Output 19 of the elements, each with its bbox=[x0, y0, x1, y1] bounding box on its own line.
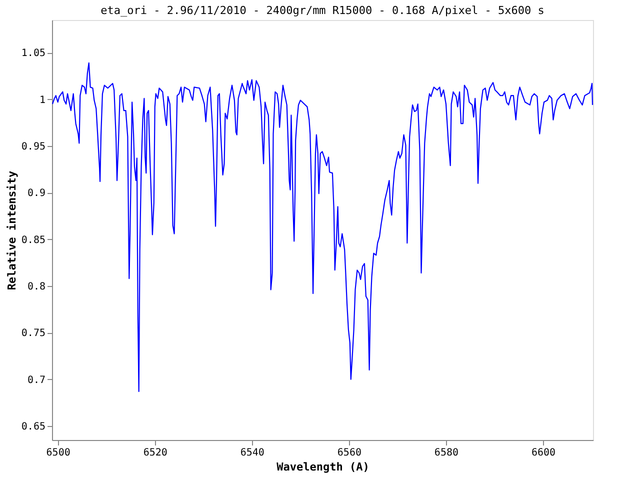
y-tick-label: 0.9 bbox=[27, 188, 46, 200]
x-axis-title: Wavelength (A) bbox=[276, 460, 370, 474]
y-tick-label: 1 bbox=[39, 94, 46, 106]
y-tick-label: 0.85 bbox=[21, 234, 46, 246]
y-tick-label: 0.65 bbox=[21, 422, 46, 432]
y-tick-label: 0.75 bbox=[21, 328, 46, 340]
line-series bbox=[52, 62, 594, 392]
y-axis-title: Relative intensity bbox=[5, 170, 18, 290]
x-tick-label: 6600 bbox=[531, 448, 556, 458]
x-tick-label: 6580 bbox=[434, 448, 459, 458]
y-tick-label: 0.95 bbox=[21, 142, 46, 152]
x-tick-label: 6520 bbox=[143, 448, 168, 458]
y-tick-label: 1.05 bbox=[21, 48, 46, 60]
x-tick-label: 6540 bbox=[240, 448, 264, 458]
chart-title: eta_ori - 2.96/11/2010 - 2400gr/mm R15000 - 0.168 A/pixel - 5x600 s bbox=[100, 4, 544, 17]
x-tick-label: 6560 bbox=[337, 448, 362, 458]
y-tick-label: 0.8 bbox=[27, 282, 46, 292]
y-tick-label: 0.7 bbox=[27, 374, 46, 386]
x-tick-label: 6500 bbox=[46, 448, 70, 458]
